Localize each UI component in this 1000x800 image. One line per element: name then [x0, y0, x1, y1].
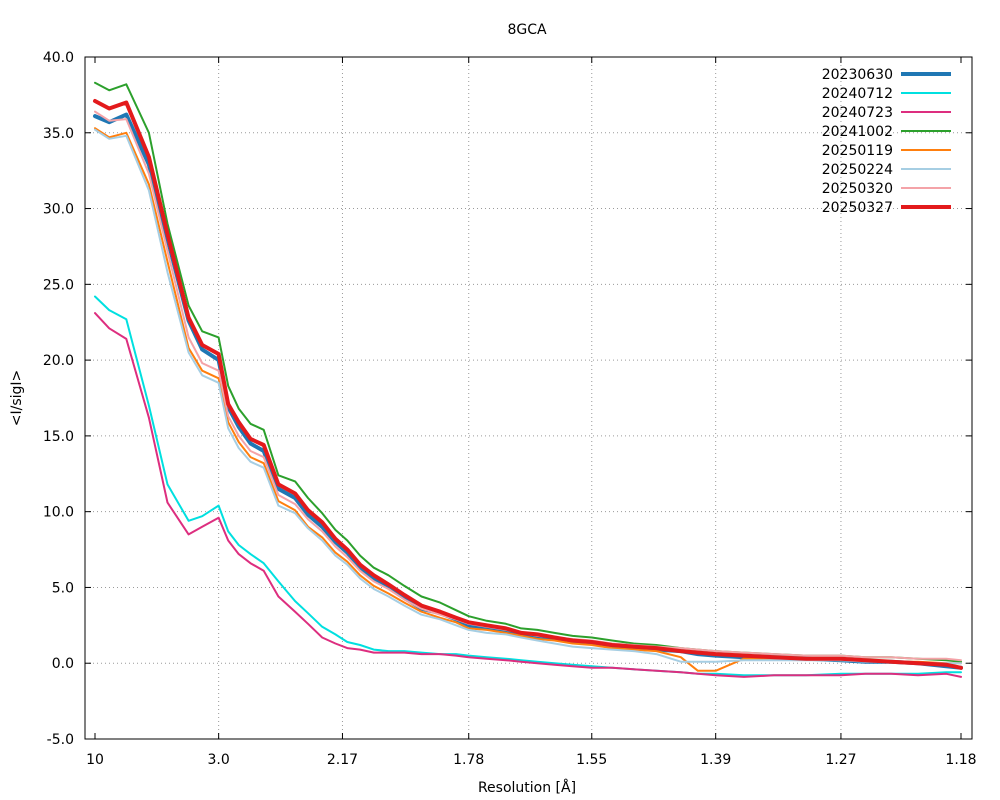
series-line-20250320 [94, 110, 962, 662]
legend-label: 20250119 [822, 143, 893, 159]
x-tick-label: 10 [86, 752, 104, 768]
legend-label: 20240712 [822, 86, 893, 102]
y-tick-label: 10.0 [43, 505, 74, 521]
series-line-20250119 [94, 127, 962, 672]
chart-title: 8GCA [507, 22, 547, 38]
legend-label: 20250327 [822, 200, 893, 216]
x-tick-label: 2.17 [327, 752, 358, 768]
legend-label: 20241002 [822, 124, 893, 140]
series-lines [93, 81, 963, 678]
y-tick-label: 25.0 [43, 277, 74, 293]
legend-label: 20230630 [822, 67, 893, 83]
series-line-20250224 [94, 128, 962, 665]
x-tick-label: 3.0 [208, 752, 230, 768]
x-tick-label: 1.18 [945, 752, 976, 768]
x-tick-label: 1.55 [576, 752, 607, 768]
series-line-20250327 [93, 99, 963, 670]
legend-label: 20240723 [822, 105, 893, 121]
y-tick-label: 40.0 [43, 50, 74, 66]
legend: 20230630 20240712 20240723 20241002 20250119… [822, 67, 951, 216]
y-tick-label: 15.0 [43, 429, 74, 445]
y-tick-label: 0.0 [52, 656, 74, 672]
axes: -5.0 0.0 5.0 10.0 15.0 20.0 25.0 30.0 35.0 40.0 10… [43, 50, 977, 768]
x-tick-label: 1.78 [453, 752, 484, 768]
y-tick-label: 5.0 [52, 580, 74, 596]
y-tick-label: 20.0 [43, 353, 74, 369]
x-tick-label: 1.27 [825, 752, 856, 768]
y-tick-label: 35.0 [43, 126, 74, 142]
x-tick-label: 1.39 [700, 752, 731, 768]
legend-label: 20250320 [822, 181, 893, 197]
series-line-20240723 [94, 312, 962, 678]
series-line-20240712 [94, 295, 962, 677]
y-axis-label: <I/sigI> [9, 370, 25, 427]
legend-label: 20250224 [822, 162, 893, 178]
y-tick-label: -5.0 [47, 732, 74, 748]
plot-frame [84, 56, 973, 740]
y-tick-label: 30.0 [43, 202, 74, 218]
x-axis-label: Resolution [Å] [478, 779, 576, 796]
